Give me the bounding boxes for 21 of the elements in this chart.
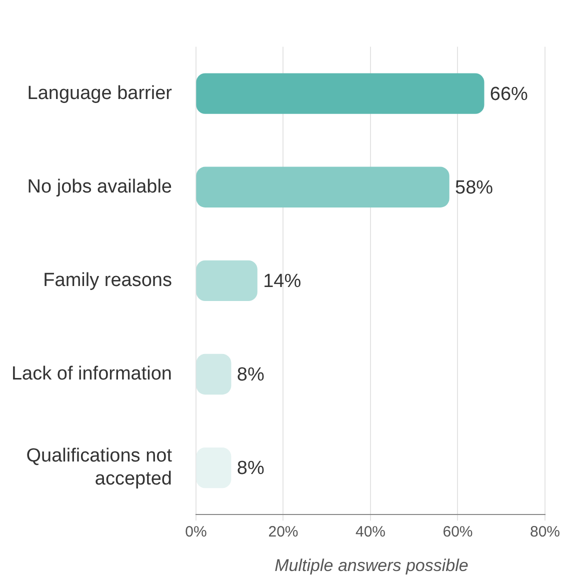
- x-tick-label: 40%: [355, 524, 386, 541]
- bar: [196, 447, 232, 488]
- x-tick-label: 20%: [268, 524, 298, 541]
- bar: [196, 354, 232, 395]
- data-label: 8%: [236, 458, 264, 480]
- text: Multiple answers possible: [274, 556, 470, 576]
- x-tick-label: 80%: [530, 524, 560, 541]
- data-label: 8%: [236, 364, 264, 386]
- y-tick-label: Qualifications not accepted: [26, 446, 173, 490]
- y-tick-label: Lack of information: [11, 363, 172, 384]
- data-label: 66%: [490, 84, 528, 105]
- y-tick-label: Language barrier: [27, 82, 173, 104]
- bar: [196, 73, 484, 114]
- data-label: 58%: [455, 177, 494, 198]
- bar: [196, 260, 258, 302]
- bar: [196, 166, 450, 208]
- x-tick-label: 0%: [185, 524, 207, 541]
- y-tick-label: Family reasons: [43, 270, 172, 291]
- x-tick-label: 60%: [442, 524, 473, 541]
- data-label: 14%: [263, 270, 302, 292]
- y-tick-label: No jobs available: [27, 176, 172, 198]
